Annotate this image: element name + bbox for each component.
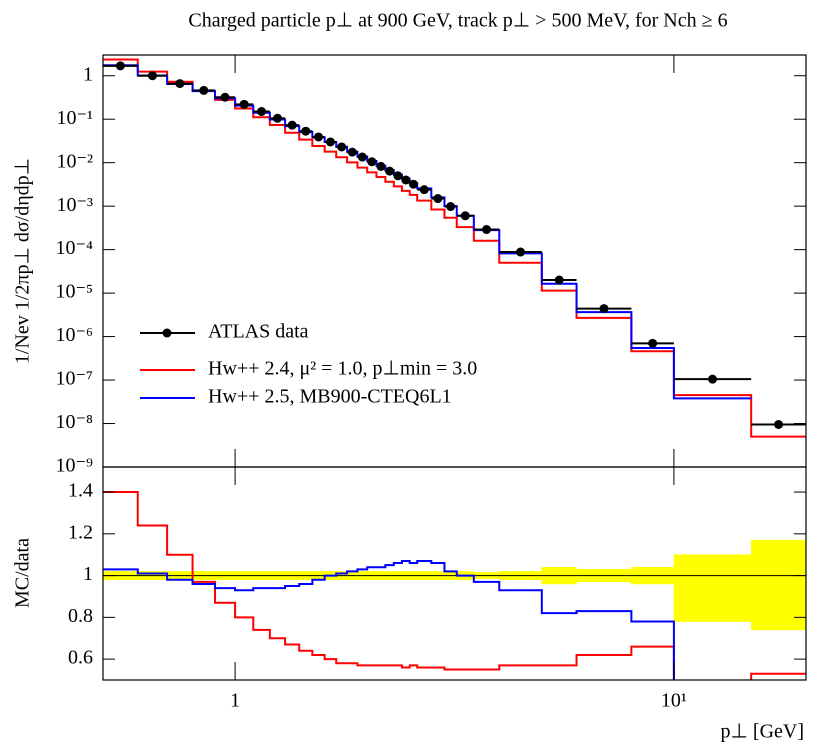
y-tick-label: 10⁻⁴ [55,237,93,259]
ratio-histogram [103,491,806,680]
y-tick-label: 10⁻² [56,150,93,172]
data-point [347,147,357,157]
data-point [257,107,267,117]
data-point [220,92,230,102]
data-point [516,247,526,257]
y-tick-label: 1.2 [68,521,93,543]
x-tick-label: 10¹ [661,690,687,712]
data-point [287,120,297,130]
data-point [337,142,347,152]
data-point [147,71,157,81]
data-point [774,419,784,429]
data-point [376,161,386,171]
data-point [239,99,249,109]
y-tick-label: 10⁻¹ [56,107,93,129]
frame [102,466,807,681]
data-point [648,338,658,348]
ratio-histogram [103,559,675,680]
y-axis-label: 1/Nev 1/2πp⊥ dσ/dηdp⊥ [12,158,34,364]
data-point [708,374,718,384]
mc-histogram [103,64,752,400]
y-tick-label: 1 [83,63,93,85]
data-point [419,185,429,195]
y-tick-label: 10⁻⁹ [55,455,93,477]
data-point [385,166,395,176]
data-point [357,152,367,162]
data-point [446,202,456,212]
data-point [325,137,335,147]
legend-label: Hw++ 2.5, MB900-CTEQ6L1 [208,386,452,408]
data-point [433,194,443,204]
data-point [367,157,377,167]
data-point [301,126,311,136]
y-tick-label: 10⁻⁷ [55,368,93,390]
legend-swatch [162,328,172,338]
data-point [460,211,470,221]
chart-title: Charged particle p⊥ at 900 GeV, track p⊥… [188,10,727,32]
y-tick-label: 0.6 [68,647,93,669]
y-tick-label: 10⁻⁸ [55,411,93,433]
y-tick-label: 0.8 [68,605,93,627]
y-tick-label: 10⁻⁵ [55,281,93,303]
data-point [199,85,209,95]
uncertainty-band [750,539,806,631]
y-tick-label: 10⁻³ [56,194,93,216]
data-point [554,275,564,285]
ratio-y-axis-label: MC/data [12,538,34,608]
data-point [175,79,185,89]
uncertainty-band [673,554,752,622]
data-point [393,171,403,181]
x-tick-label: 1 [230,690,240,712]
data-point [599,304,609,314]
data-point [408,179,418,189]
legend-label: Hw++ 2.4, μ² = 1.0, p⊥min = 3.0 [208,358,477,380]
y-tick-label: 1.4 [68,480,93,502]
data-point [482,225,492,235]
y-tick-label: 1 [83,563,93,585]
y-tick-label: 10⁻⁶ [55,324,93,346]
x-axis-label: p⊥ [GeV] [720,721,804,743]
data-point [272,113,282,123]
data-point [401,175,411,185]
data-point [115,61,125,71]
plot-layer: 1 10⁻¹ 10⁻² 10⁻³ 10⁻⁴ 10⁻⁵ 10⁻⁶ 10⁻⁷ 10⁻⁸ 10⁻⁹ ATL… [55,54,807,712]
data-point [314,132,324,142]
legend-label: ATLAS data [208,321,309,343]
